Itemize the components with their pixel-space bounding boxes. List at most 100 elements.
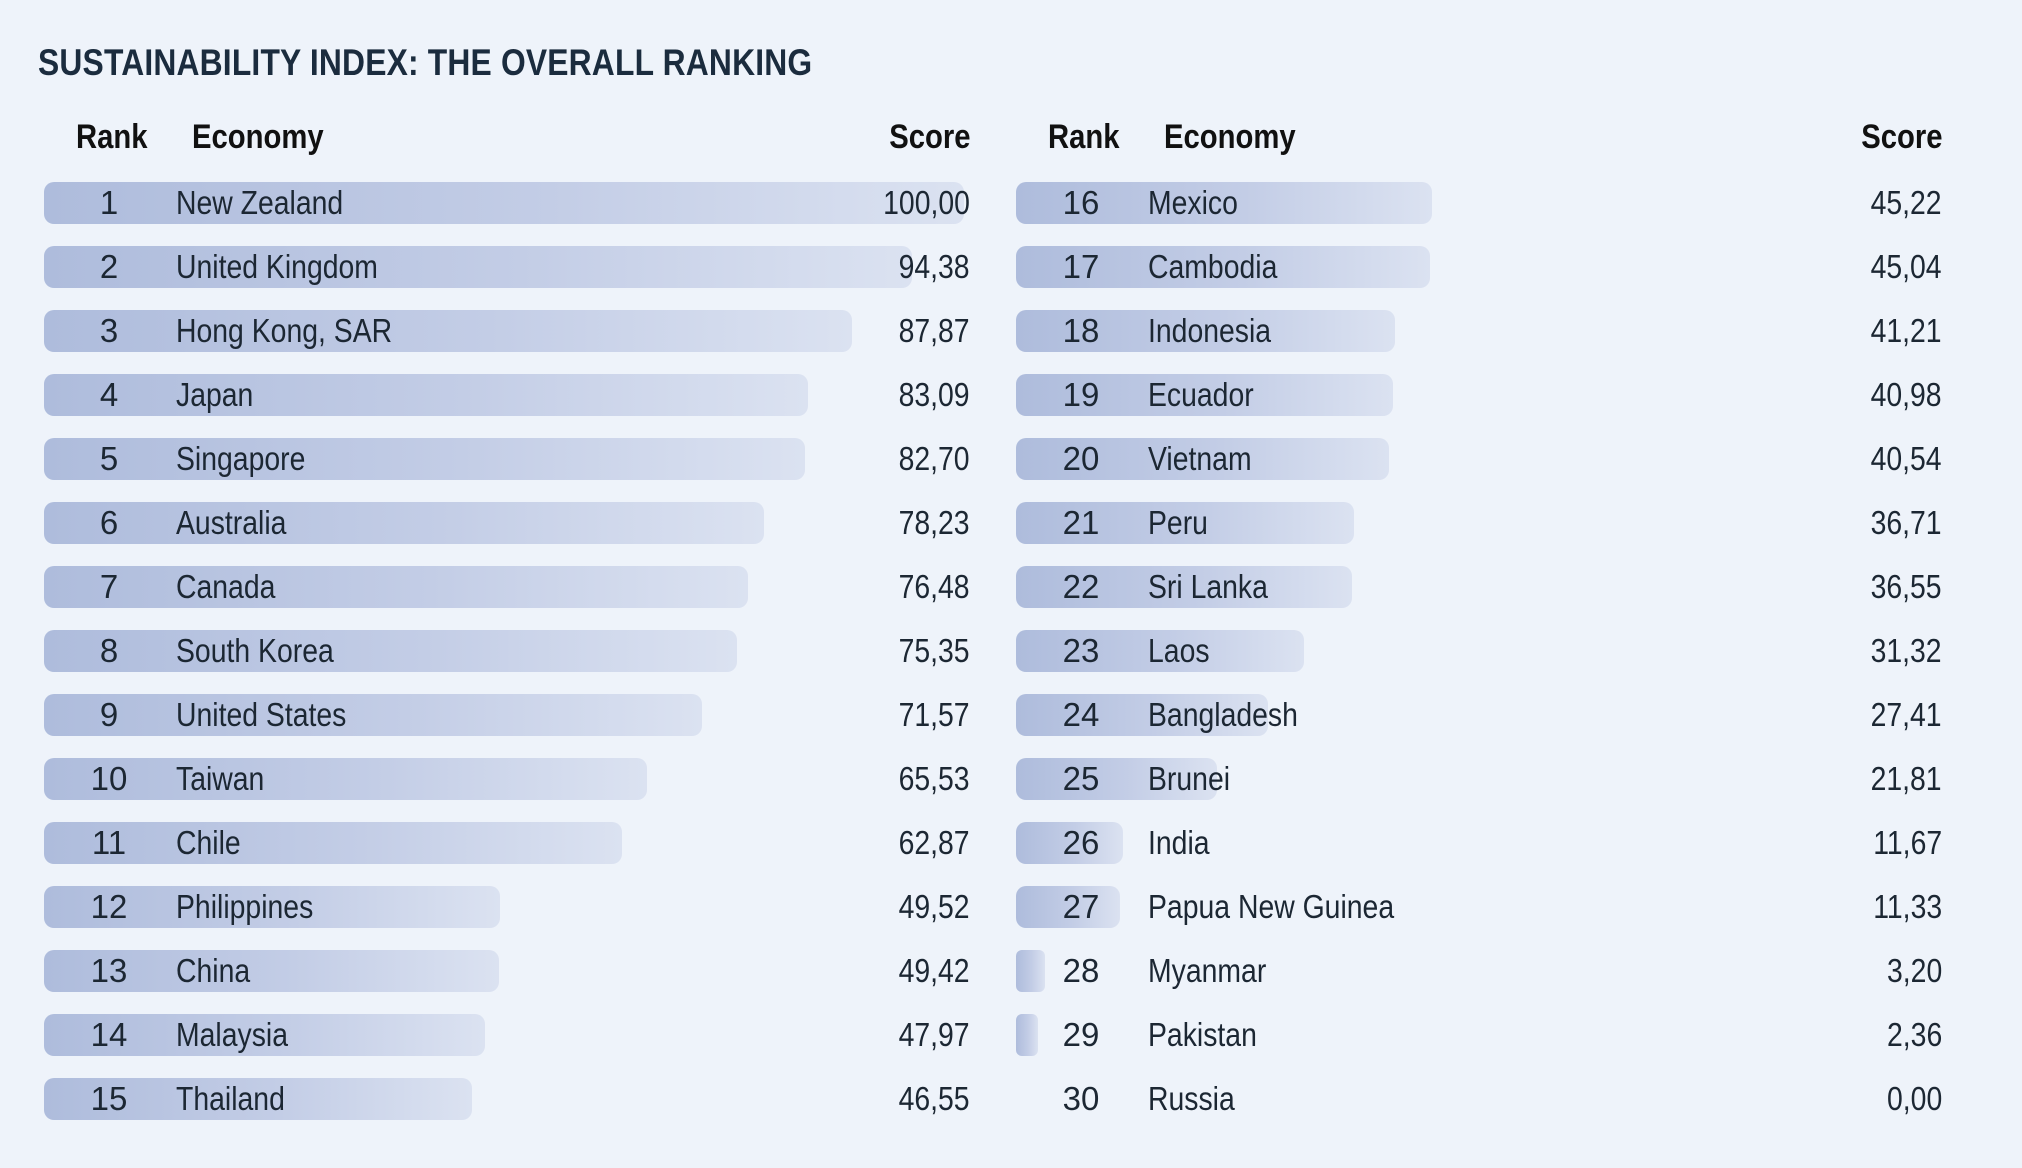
score-bar (1016, 246, 1431, 288)
score-bar (44, 246, 913, 288)
economy-cell: Philippines (176, 888, 314, 925)
score-header: Score (888, 118, 970, 156)
economy-cell: Canada (176, 568, 276, 605)
ranking-row: 11 Chile 62,87 (40, 822, 970, 886)
rank-cell: 13 (90, 952, 128, 989)
score-cell: 62,87 (898, 824, 970, 861)
ranking-row: 16 Mexico 45,22 (1012, 182, 1942, 246)
ranking-row: 18 Indonesia 41,21 (1012, 310, 1942, 374)
score-cell: 46,55 (898, 1080, 970, 1117)
ranking-row: 20 Vietnam 40,54 (1012, 438, 1942, 502)
rank-cell: 30 (1062, 1080, 1100, 1117)
ranking-row: 12 Philippines 49,52 (40, 886, 970, 950)
economy-cell: Hong Kong, SAR (176, 312, 393, 349)
score-bar (44, 1078, 473, 1120)
ranking-row: 3 Hong Kong, SAR 87,87 (40, 310, 970, 374)
score-cell: 49,42 (898, 952, 970, 989)
economy-cell: Pakistan (1148, 1016, 1257, 1053)
rank-cell: 8 (99, 632, 119, 669)
score-bar (1016, 310, 1396, 352)
score-bar (1016, 1014, 1038, 1056)
score-bar (1016, 374, 1394, 416)
score-cell: 100,00 (883, 184, 970, 221)
rank-cell: 17 (1062, 248, 1100, 285)
rank-header: Rank (76, 118, 148, 156)
ranking-row: 10 Taiwan 65,53 (40, 758, 970, 822)
rank-cell: 1 (99, 184, 119, 221)
score-bar (1016, 182, 1433, 224)
rank-cell: 24 (1062, 696, 1100, 733)
ranking-row: 14 Malaysia 47,97 (40, 1014, 970, 1078)
economy-cell: Bangladesh (1148, 696, 1298, 733)
rank-cell: 22 (1062, 568, 1100, 605)
rank-cell: 9 (99, 696, 119, 733)
ranking-row: 28 Myanmar 3,20 (1012, 950, 1942, 1014)
ranking-row: 22 Sri Lanka 36,55 (1012, 566, 1942, 630)
rank-cell: 23 (1062, 632, 1100, 669)
economy-cell: Ecuador (1148, 376, 1254, 413)
ranking-row: 13 China 49,42 (40, 950, 970, 1014)
rank-cell: 21 (1062, 504, 1100, 541)
ranking-row: 30 Russia 0,00 (1012, 1078, 1942, 1142)
score-bar (44, 822, 623, 864)
economy-cell: New Zealand (176, 184, 344, 221)
score-cell: 87,87 (898, 312, 970, 349)
score-cell: 2,36 (1886, 1016, 1942, 1053)
economy-cell: Singapore (176, 440, 306, 477)
score-bar (44, 886, 500, 928)
economy-header: Economy (192, 118, 324, 156)
economy-cell: United Kingdom (176, 248, 378, 285)
economy-cell: Indonesia (1148, 312, 1272, 349)
economy-cell: Myanmar (1148, 952, 1267, 989)
ranking-row: 19 Ecuador 40,98 (1012, 374, 1942, 438)
rank-cell: 6 (99, 504, 119, 541)
economy-cell: United States (176, 696, 347, 733)
rank-cell: 3 (99, 312, 119, 349)
score-cell: 40,54 (1870, 440, 1942, 477)
score-bar (1016, 886, 1121, 928)
economy-cell: India (1148, 824, 1210, 861)
rank-cell: 14 (90, 1016, 128, 1053)
ranking-row: 24 Bangladesh 27,41 (1012, 694, 1942, 758)
rank-cell: 25 (1062, 760, 1100, 797)
ranking-row: 23 Laos 31,32 (1012, 630, 1942, 694)
score-bar (1016, 502, 1354, 544)
score-header: Score (1860, 118, 1942, 156)
ranking-row: 15 Thailand 46,55 (40, 1078, 970, 1142)
score-bar (1016, 438, 1389, 480)
score-bar (1016, 950, 1046, 992)
ranking-row: 4 Japan 83,09 (40, 374, 970, 438)
score-cell: 83,09 (898, 376, 970, 413)
rank-cell: 5 (99, 440, 119, 477)
ranking-row: 21 Peru 36,71 (1012, 502, 1942, 566)
economy-cell: Papua New Guinea (1148, 888, 1395, 925)
rank-cell: 16 (1062, 184, 1100, 221)
economy-cell: Russia (1148, 1080, 1235, 1117)
score-bar (44, 310, 853, 352)
rank-cell: 28 (1062, 952, 1100, 989)
rank-header: Rank (1048, 118, 1120, 156)
score-cell: 71,57 (898, 696, 970, 733)
ranking-row: 9 United States 71,57 (40, 694, 970, 758)
score-bar (1016, 694, 1269, 736)
rank-cell: 29 (1062, 1016, 1100, 1053)
economy-cell: Cambodia (1148, 248, 1278, 285)
score-cell: 94,38 (898, 248, 970, 285)
score-bar (44, 694, 703, 736)
score-cell: 11,33 (1873, 888, 1942, 925)
ranking-row: 6 Australia 78,23 (40, 502, 970, 566)
score-bar (44, 950, 499, 992)
rank-cell: 15 (90, 1080, 128, 1117)
score-cell: 36,71 (1870, 504, 1942, 541)
score-bar (1016, 566, 1353, 608)
economy-cell: Chile (176, 824, 241, 861)
ranking-row: 8 South Korea 75,35 (40, 630, 970, 694)
score-cell: 27,41 (1870, 696, 1942, 733)
score-bar (1016, 822, 1124, 864)
score-cell: 0,00 (1886, 1080, 1942, 1117)
score-bar (44, 438, 805, 480)
page-title: SUSTAINABILITY INDEX: THE OVERALL RANKIN… (38, 42, 813, 83)
score-bar (44, 758, 647, 800)
economy-cell: Laos (1148, 632, 1210, 669)
economy-cell: Malaysia (176, 1016, 288, 1053)
